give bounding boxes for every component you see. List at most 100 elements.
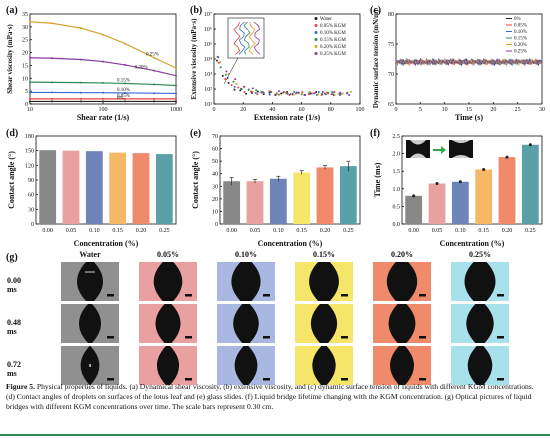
liquid-bridge-photo [373, 304, 431, 343]
y-tick-label: 0 [215, 222, 218, 228]
scatter-point [268, 93, 271, 96]
scatter-point [234, 78, 237, 81]
grid-column-label: Water [79, 250, 101, 259]
liquid-bridge-photo [139, 304, 197, 343]
legend-label: 0.15% [514, 37, 527, 42]
y-tick-label: 0.5 [393, 204, 401, 210]
grid-row-label: 0.48 ms [7, 318, 21, 336]
data-point [50, 100, 53, 103]
liquid-right [484, 304, 509, 343]
scatter-point [320, 93, 323, 96]
scale-bar [419, 336, 426, 339]
x-axis-title: Shear rate (1/s) [77, 113, 130, 122]
inset-series [238, 21, 246, 55]
scatter-point [235, 82, 238, 85]
y-tick-label: 10³ [204, 72, 212, 78]
bar [132, 153, 150, 224]
data-point [102, 60, 104, 63]
data-point [50, 22, 53, 25]
shear-viscosity-chart: 0 5 10 15 20 25 30 35 10 100 1000 Shear rate (1/s) S… [6, 12, 182, 122]
liquid-bridge-photo [451, 304, 509, 343]
y-tick-label: 30 [22, 25, 28, 31]
category-label: 0.00 [42, 228, 53, 234]
y-tick-label: 5 [25, 89, 28, 95]
legend-label: 0.10% KGM [320, 31, 346, 36]
footer-divider [0, 434, 550, 436]
scatter-point [331, 90, 334, 93]
x-tick-label: 5 [419, 107, 422, 113]
data-point [153, 69, 156, 72]
data-point [102, 33, 104, 36]
scatter-point [276, 92, 279, 95]
liquid-left [295, 304, 320, 343]
bar-top-point [412, 194, 416, 198]
y-tick-label: 150 [25, 149, 34, 155]
scatter-point [309, 90, 312, 93]
x-tick-label: 10 [27, 107, 33, 113]
grid-column-label: 0.20% [391, 250, 413, 259]
x-tick-label: 60 [299, 107, 305, 113]
droplet [89, 364, 91, 367]
caption-text: Physical properties of liquids. (a) Dyna… [6, 382, 534, 411]
liquid-right [173, 262, 197, 301]
scatter-point [277, 90, 280, 93]
scatter-point [224, 78, 227, 81]
scatter-point [295, 91, 298, 94]
y-tick-label: 0 [25, 102, 28, 108]
liquid-right [326, 346, 353, 385]
liquid-left [61, 304, 88, 343]
category-label: 0.10 [273, 228, 284, 234]
liquid-left [139, 262, 163, 301]
category-label: 0.20 [502, 228, 513, 234]
bar [62, 150, 80, 224]
y-tick-label: 120 [25, 163, 34, 169]
liquid-left [139, 304, 165, 343]
category-label: 0.10 [455, 228, 466, 234]
series-line [395, 57, 543, 67]
scatter-point [323, 92, 326, 95]
scatter-point [269, 91, 272, 94]
y-tick-label: 10⁶ [204, 27, 212, 33]
y-tick-label: 10¹ [204, 102, 212, 108]
y-tick-label: 60 [28, 193, 34, 199]
scatter-point [251, 87, 254, 90]
neck-top [473, 262, 487, 267]
series-label: 0% [117, 96, 124, 101]
scatter-point [341, 92, 344, 95]
bridge-photo-2 [449, 140, 473, 158]
liquid-bridge-photo [295, 346, 353, 385]
liquid-left [373, 262, 396, 301]
liquid-left [217, 304, 243, 343]
y-tick-label: 2.0 [393, 152, 401, 158]
x-tick-label: 30 [539, 107, 545, 113]
x-axis-title: Concentration (%) [440, 239, 505, 248]
x-tick-label: 0 [395, 107, 398, 113]
scale-bar [107, 336, 114, 339]
neck-top [165, 346, 171, 353]
liquid-right [92, 304, 119, 343]
data-point [123, 91, 126, 94]
category-label: 0.20 [136, 228, 147, 234]
series-line [395, 57, 543, 67]
liquid-right [483, 346, 509, 385]
liquid-right [328, 304, 353, 343]
legend-label: 0.25% [514, 50, 527, 55]
data-point [80, 58, 83, 61]
scale-bar [263, 378, 270, 381]
surface-tension-chart: 65 70 75 80 0 5 10 15 20 25 30 Time (s) Dynamic surf… [372, 9, 545, 122]
bar [498, 157, 516, 224]
liquid-bridge-photo [373, 262, 431, 301]
scale-bar [107, 294, 114, 297]
bar-top-point [482, 167, 486, 171]
liquid-left [373, 346, 399, 385]
scatter-point [221, 74, 224, 77]
bar [339, 166, 357, 224]
y-tick-label: 10² [204, 87, 212, 93]
scatter-point [321, 90, 324, 93]
x-tick-label: 25 [515, 107, 521, 113]
liquid-bridge-photo [451, 346, 509, 385]
legend-marker [314, 17, 318, 20]
y-tick-label: 10 [22, 76, 28, 82]
scale-bar [419, 378, 426, 381]
scatter-point [348, 93, 351, 96]
